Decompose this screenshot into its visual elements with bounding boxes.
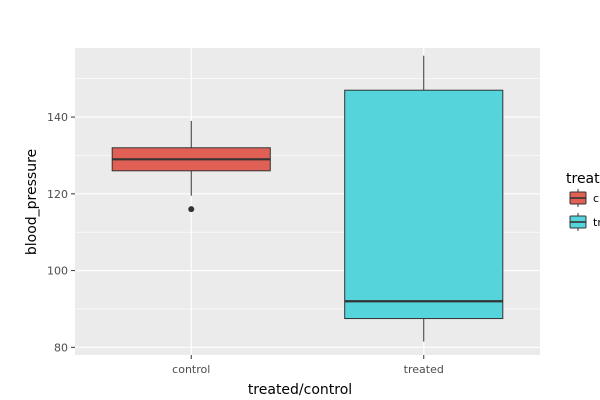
y-tick-label: 120	[47, 188, 68, 201]
y-tick-label: 100	[47, 265, 68, 278]
legend-label: tr	[593, 216, 600, 229]
legend-label: c	[593, 192, 599, 205]
box-treated	[344, 55, 504, 342]
outlier-point	[188, 206, 195, 213]
legend-key-treated: tr	[569, 213, 600, 231]
x-tick-label: treated	[404, 363, 444, 376]
legend-key-control: c	[569, 189, 599, 207]
y-tick-label: 80	[54, 341, 68, 354]
legend-title: treat	[566, 171, 600, 187]
x-axis-title: treated/control	[248, 382, 352, 398]
y-tick-label: 140	[47, 111, 68, 124]
legend: treat c tr	[566, 171, 600, 231]
boxes	[111, 55, 504, 342]
axis-ticks: 80 100 120 140 control treated	[47, 111, 444, 376]
x-tick-label: control	[172, 363, 210, 376]
box-control	[111, 120, 271, 213]
box-body	[344, 89, 504, 320]
y-axis-title: blood_pressure	[24, 149, 40, 255]
